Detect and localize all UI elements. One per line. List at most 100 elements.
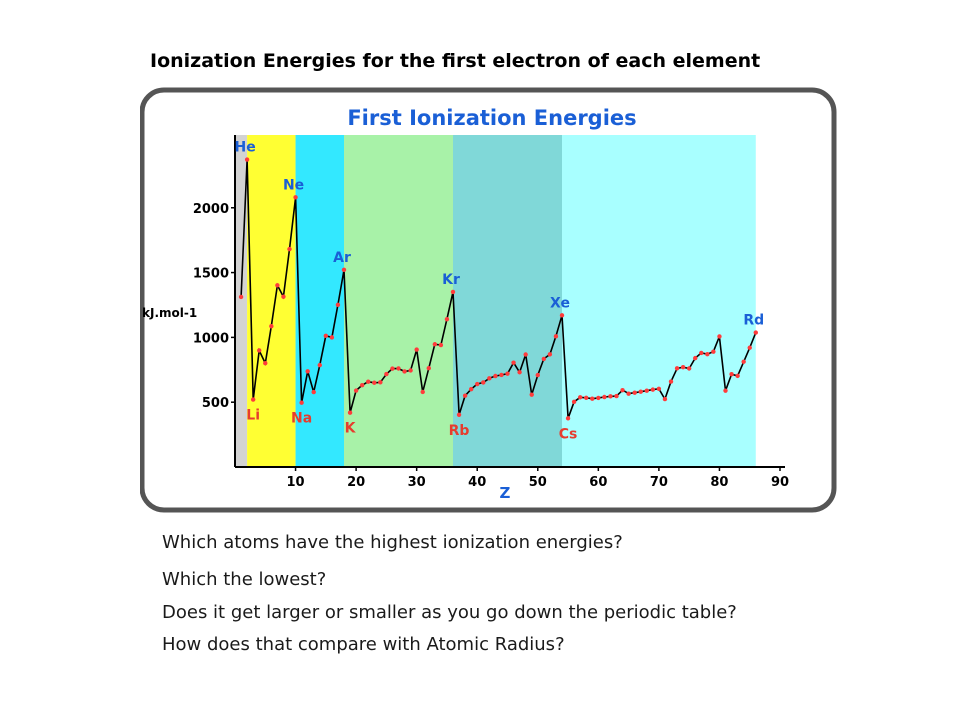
data-point xyxy=(366,379,371,384)
x-tick-label: 70 xyxy=(650,475,668,490)
data-point xyxy=(517,370,522,375)
element-label: K xyxy=(345,421,357,437)
y-axis-label: kJ.mol-1 xyxy=(142,306,197,320)
data-point xyxy=(571,399,577,405)
data-point xyxy=(432,342,438,347)
data-point xyxy=(729,371,734,377)
x-tick-label: 20 xyxy=(347,475,365,490)
data-point xyxy=(620,387,625,393)
data-point xyxy=(396,366,401,371)
data-point xyxy=(359,383,365,388)
data-point xyxy=(614,393,619,399)
x-tick-label: 80 xyxy=(710,475,728,490)
data-point xyxy=(529,392,534,397)
data-point xyxy=(662,396,668,402)
element-label: Na xyxy=(291,411,312,427)
data-point xyxy=(481,380,486,385)
chart-title: First Ionization Energies xyxy=(347,106,636,130)
data-point xyxy=(317,362,322,368)
element-label: Rd xyxy=(743,313,764,329)
data-point xyxy=(686,366,692,371)
data-point xyxy=(329,335,335,340)
data-point xyxy=(693,355,698,361)
data-point xyxy=(711,349,716,354)
data-point xyxy=(602,394,607,400)
data-point xyxy=(281,294,286,299)
data-point xyxy=(493,373,498,379)
data-point xyxy=(390,366,395,371)
y-tick-label: 1500 xyxy=(193,267,229,282)
data-point xyxy=(674,366,680,371)
y-tick-label: 1000 xyxy=(193,331,229,346)
data-point xyxy=(596,395,601,401)
data-point xyxy=(559,313,565,318)
data-point xyxy=(723,388,728,393)
data-point xyxy=(347,410,353,415)
x-tick-label: 40 xyxy=(468,475,486,490)
data-point xyxy=(668,379,674,384)
data-point xyxy=(257,348,262,353)
chart-frame: First Ionization Energies 500 1000 1500 200… xyxy=(139,85,840,515)
data-point xyxy=(299,400,304,405)
data-point xyxy=(487,376,492,381)
data-point xyxy=(680,364,686,370)
data-point xyxy=(650,387,656,392)
data-point xyxy=(705,352,710,357)
x-tick-label: 10 xyxy=(287,475,305,490)
question-periodic-trend: Does it get larger or smaller as you go … xyxy=(162,602,737,623)
data-point xyxy=(335,302,341,308)
data-point xyxy=(384,371,389,377)
ionization-energy-chart: First Ionization Energies 500 1000 1500 200… xyxy=(139,87,837,513)
data-point xyxy=(275,283,280,288)
element-label: Cs xyxy=(559,426,578,442)
data-point xyxy=(420,389,425,395)
question-lowest: Which the lowest? xyxy=(162,569,327,590)
data-point xyxy=(372,380,377,385)
y-tick-label: 500 xyxy=(202,396,229,411)
data-point xyxy=(263,360,268,366)
data-point xyxy=(456,412,462,417)
data-point xyxy=(747,345,752,350)
data-point xyxy=(505,371,510,376)
element-label: He xyxy=(235,140,256,156)
data-point xyxy=(735,373,740,379)
element-label: Rb xyxy=(449,423,470,439)
data-point xyxy=(323,333,329,339)
question-highest: Which atoms have the highest ionization … xyxy=(162,532,623,553)
data-point xyxy=(699,350,704,356)
y-tick-label: 2000 xyxy=(193,202,229,217)
data-point xyxy=(741,359,746,364)
element-label: Li xyxy=(246,408,260,424)
data-point xyxy=(408,368,413,373)
data-point xyxy=(414,347,419,352)
data-point xyxy=(511,360,516,365)
data-point xyxy=(717,334,722,339)
data-point xyxy=(590,396,595,401)
data-point xyxy=(565,416,571,421)
data-point xyxy=(535,372,540,378)
data-point xyxy=(250,397,256,402)
data-point xyxy=(305,369,310,374)
data-point xyxy=(238,294,244,300)
data-point xyxy=(632,390,637,395)
data-point xyxy=(541,356,547,362)
data-point xyxy=(353,388,359,393)
data-point xyxy=(753,330,758,335)
data-point xyxy=(450,289,456,295)
data-point xyxy=(438,342,444,348)
data-point xyxy=(499,372,504,378)
data-point xyxy=(475,381,480,387)
slide-title: Ionization Energies for the first electr… xyxy=(150,50,761,72)
data-point xyxy=(547,352,553,357)
data-point xyxy=(341,267,347,273)
element-label: Kr xyxy=(442,272,460,288)
data-point xyxy=(293,195,298,200)
element-label: Xe xyxy=(550,295,570,311)
data-point xyxy=(468,387,474,392)
period-band-5 xyxy=(453,135,562,467)
period-band-6 xyxy=(562,135,756,467)
data-point xyxy=(523,352,528,357)
data-point xyxy=(287,246,292,252)
data-point xyxy=(244,157,250,162)
data-point xyxy=(638,389,643,394)
